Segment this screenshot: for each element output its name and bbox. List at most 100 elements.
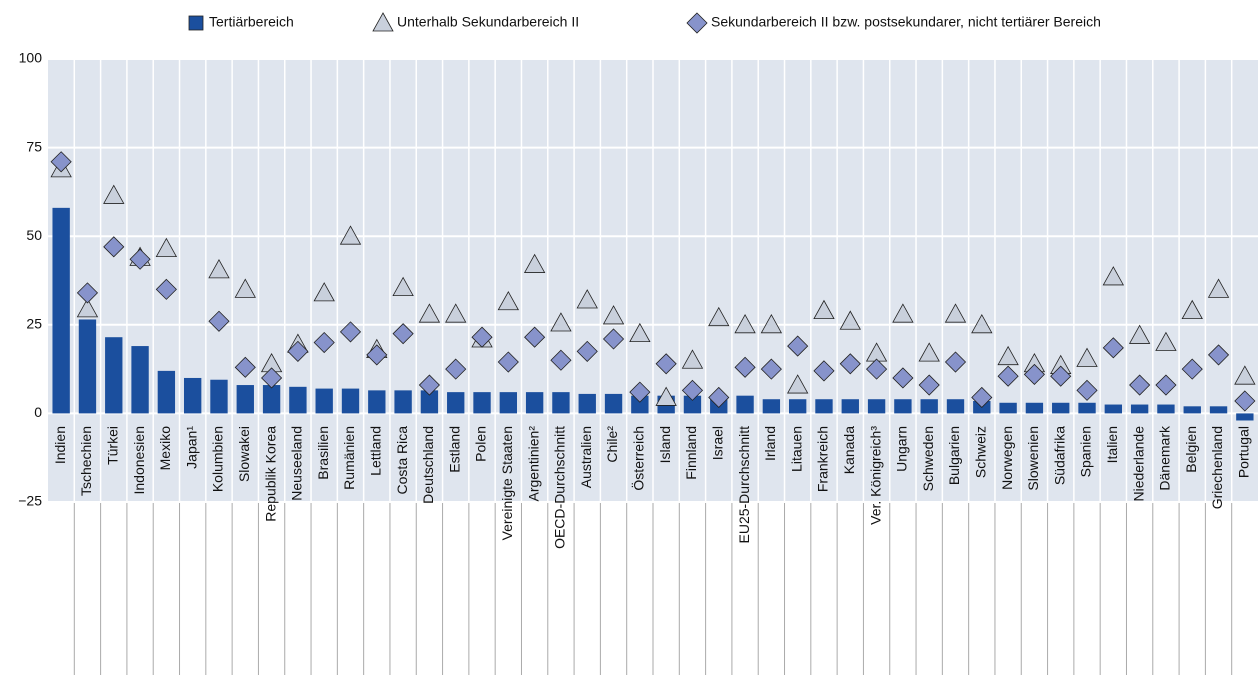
x-tick-label: Irland [762, 426, 778, 461]
bar [78, 319, 97, 414]
marker [261, 367, 283, 389]
bar [788, 399, 807, 414]
marker [1129, 374, 1151, 396]
x-tick-label: Türkei [104, 426, 120, 465]
bar [894, 399, 912, 414]
marker [1128, 324, 1151, 344]
marker [445, 358, 467, 380]
legend-label: Unterhalb Sekundarbereich II [397, 14, 579, 30]
x-tick-label: Neuseeland [289, 426, 305, 501]
marker [208, 259, 230, 279]
marker [655, 353, 677, 375]
bar [210, 379, 228, 414]
marker [708, 306, 730, 327]
bar [289, 386, 307, 414]
x-tick-label: Mexiko [157, 426, 173, 471]
x-tick-label: Australien [578, 426, 594, 488]
marker [629, 381, 651, 403]
x-tick-label: Finnland [683, 426, 699, 480]
marker [1155, 331, 1177, 351]
marker [602, 305, 625, 325]
bar [420, 390, 439, 414]
x-tick-label: Rumänien [341, 426, 357, 490]
marker [523, 253, 546, 273]
marker [1102, 337, 1124, 359]
bar [236, 385, 254, 414]
legend-swatch [372, 12, 394, 32]
marker [708, 386, 730, 409]
bar [1078, 402, 1096, 414]
x-tick-label: Norwegen [999, 426, 1015, 490]
bar [815, 399, 833, 414]
marker [392, 276, 414, 296]
bar [183, 377, 202, 414]
marker [129, 248, 151, 270]
marker [787, 335, 809, 357]
marker [1207, 344, 1230, 366]
bar [131, 346, 149, 414]
marker [103, 184, 125, 204]
marker [287, 340, 309, 362]
marker [997, 365, 1019, 387]
marker [681, 379, 704, 401]
x-tick-label: Indien [52, 426, 68, 464]
marker [103, 236, 125, 258]
x-tick-label: Portugal [1236, 426, 1252, 478]
bar [683, 395, 702, 414]
x-tick-label: Japan¹ [183, 426, 199, 469]
marker [655, 386, 677, 406]
marker [892, 367, 914, 389]
x-tick-label: Deutschland [420, 426, 436, 504]
marker [892, 303, 914, 323]
bar [315, 388, 333, 414]
bar [999, 402, 1017, 414]
y-tick-label: 0 [34, 404, 42, 420]
bar [341, 388, 360, 414]
bar [394, 390, 412, 414]
marker [497, 351, 519, 373]
bar [1130, 404, 1149, 414]
marker [418, 303, 441, 323]
x-tick-label: Ver. Königreich³ [867, 426, 883, 525]
marker [1023, 363, 1045, 385]
x-tick-label: Belgien [1183, 426, 1199, 473]
x-tick-label: Republik Korea [262, 426, 278, 522]
bar [1052, 402, 1070, 414]
marker [392, 323, 414, 345]
marker [760, 313, 783, 334]
x-tick-label: Bulgarien [946, 426, 962, 485]
y-tick-label: −25 [18, 493, 42, 509]
x-tick-label: Estland [446, 426, 462, 473]
x-tick-label: Schweden [920, 426, 936, 491]
legend-label: Tertiärbereich [209, 14, 294, 30]
marker [1234, 365, 1256, 385]
x-tick-label: Schweiz [973, 426, 989, 478]
bar [368, 390, 386, 414]
marker [681, 349, 704, 369]
x-tick-label: Niederlande [1130, 426, 1146, 502]
marker [918, 374, 940, 396]
bar [946, 399, 965, 414]
marker [813, 299, 835, 320]
marker [1181, 358, 1203, 380]
y-tick-label: 75 [26, 138, 42, 154]
marker [208, 310, 230, 332]
x-tick-label: Tschechien [78, 426, 94, 496]
marker [50, 151, 72, 173]
marker [1102, 266, 1125, 286]
y-tick-label: 50 [26, 227, 42, 243]
x-tick-label: Spanien [1078, 426, 1094, 477]
marker [1234, 390, 1256, 412]
x-tick-label: Südafrika [1051, 426, 1067, 485]
marker [550, 312, 572, 332]
bar [920, 399, 938, 414]
marker [1155, 374, 1177, 396]
marker [445, 303, 467, 323]
bar [1104, 404, 1123, 414]
marker [550, 349, 572, 371]
bar [736, 395, 754, 414]
bar [1209, 406, 1228, 414]
x-tick-label: Vereinigte Staaten [499, 426, 515, 540]
marker [813, 360, 835, 382]
